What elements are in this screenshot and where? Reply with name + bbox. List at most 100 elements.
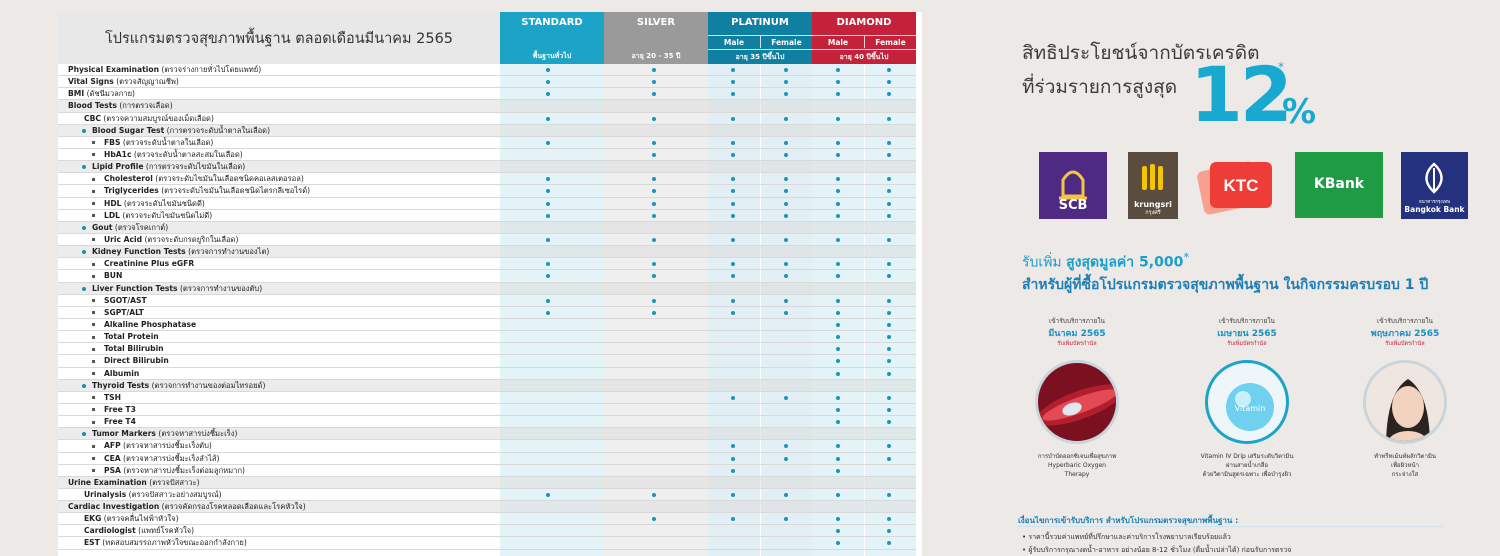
included-dot [887,407,891,412]
row-label: SGPT/ALT [104,307,144,318]
table-row: Gout (ตรวจโรคเกาต์) [58,221,916,234]
kbank-text: KBank [1313,176,1365,192]
included-dot [887,335,891,340]
month-pre: เข้ารับบริการภายใน [1219,317,1275,325]
month-pre: เข้ารับบริการภายใน [1049,317,1105,325]
included-dot [836,468,840,473]
table-row: FBS (ตรวจระดับน้ำตาลในเลือด) [58,137,916,149]
row-label-main: Gout [92,222,113,232]
included-dot [887,262,891,267]
row-label-main: CEA [104,453,121,463]
included-dot [546,92,550,97]
included-dot [887,492,891,497]
included-dot [836,92,840,97]
included-dot [887,274,891,279]
included-dot [784,213,788,218]
scb-logo: SCB [1039,152,1107,219]
row-label: Cholesterol (ตรวจระดับไขมันในเลือดชนิดคอ… [104,173,304,184]
included-dot [546,140,550,145]
included-dot [836,189,840,194]
oxygen-therapy-image [1035,360,1119,444]
sub-bullet-icon [92,372,95,376]
table-row: Kidney Function Tests (ตรวจการทำงานของไต… [58,246,916,259]
included-dot [784,298,788,303]
included-dot [652,298,656,303]
included-dot [652,116,656,121]
row-label-main: Cardiac Investigation [68,502,160,512]
month-name: เมษายน 2565 [1217,329,1277,339]
included-dot [887,152,891,157]
row-label: BMI (ดัชนีมวลกาย) [68,88,135,99]
included-dot [652,492,656,497]
bonus-line-1: รับเพิ่ม สูงสุดมูลค่า 5,000* [1022,250,1189,274]
included-dot [546,80,550,85]
table-row: Total Bilirubin [58,343,916,356]
included-dot [836,517,840,522]
included-dot [784,92,788,97]
included-dot [784,274,788,279]
table-row: Cardiologist (แพทย์โรคหัวใจ) [58,525,916,538]
included-dot [887,322,891,327]
row-label-thai: (ตรวจการทำงานของตับ) [177,283,263,293]
included-dot [731,80,735,85]
krungsri-logo: krungsri กรุงศรี [1128,152,1178,219]
row-label-main: Cardiologist [84,526,136,536]
included-dot [836,177,840,182]
diamond-name: DIAMOND [836,17,892,28]
included-dot [731,213,735,218]
bullet-icon [82,225,86,230]
platinum-divider [760,64,761,556]
row-label-main: Total Bilirubin [104,344,164,354]
sub-bullet-icon [92,214,95,218]
standard-sub: พื้นฐานทั่วไป [532,52,572,60]
row-label: Cardiac Investigation (ตรวจคัดกรองโรคหลอ… [68,501,306,512]
bonus-asterisk: * [1183,250,1190,264]
included-dot [887,347,891,352]
row-label-thai: (ดัชนีมวลกาย) [84,89,136,99]
promo-line-1: สิทธิประโยชน์จากบัตรเครดิต [1022,42,1260,64]
included-dot [836,310,840,315]
ktc-cards-icon: KTC [1197,161,1272,215]
row-label-main: CBC [84,113,101,123]
row-label-main: SGPT/ALT [104,307,144,317]
row-label-thai: (ตรวจคลื่นไฟฟ้าหัวใจ) [101,514,179,524]
row-label: Lipid Profile (การตรวจระดับไขมันในเลือด) [92,161,245,172]
sub-bullet-icon [92,323,95,327]
included-dot [836,492,840,497]
vitamin-drip-image: Vitamin [1205,360,1289,444]
included-dot [784,444,788,449]
table-row: Physical Examination (ตรวจร่างกายทั่วไปโ… [58,64,916,77]
platinum-sub: อายุ 35 ปีขึ้นไป [708,49,812,64]
row-label: CEA (ตรวจหาสารบ่งชี้มะเร็งลำไส้) [104,453,219,464]
condition-item: • ผู้รับบริการกรุณางดน้ำ-อาหาร อย่างน้อย… [1022,546,1292,554]
row-label-main: Lipid Profile [92,162,144,172]
table-row: HDL (ตรวจระดับไขมันชนิดดี) [58,198,916,210]
row-label-thai: (ตรวจระดับกรดยูริกในเลือด) [142,234,239,244]
row-label-main: Uric Acid [104,234,143,244]
included-dot [784,262,788,267]
row-label-thai: (ตรวจการทำงานของไต) [185,247,270,257]
included-dot [836,420,840,425]
facial-treatment-image [1363,360,1447,444]
included-dot [731,152,735,157]
blood-vessel-icon [1038,384,1116,426]
included-dot [731,298,735,303]
row-label: Albumin [104,368,139,379]
sub-bullet-icon [92,262,95,266]
promo-percent: % [1282,92,1317,132]
conditions-divider [1018,526,1444,527]
row-label: Alkaline Phosphatase [104,319,196,330]
sub-bullet-icon [92,177,95,181]
row-label-thai: (ตรวจการทำงานของต่อมไทรอยด์) [149,380,266,390]
row-label-thai: (ทดสอบสมรรถภาพหัวใจขณะออกกำลังกาย) [99,538,247,548]
sub-bullet-icon [92,189,95,193]
included-dot [836,298,840,303]
sub-bullet-icon [92,238,95,242]
kbank-logo: KBank [1295,152,1383,218]
row-label-thai: (ตรวจระดับไขมันในเลือดชนิดคอเลสเตอรอล) [152,174,304,184]
included-dot [652,201,656,206]
included-dot [652,92,656,97]
month-note: รับเพิ่มบัตรกำนัล [1057,341,1097,347]
included-dot [887,189,891,194]
ktc-logo: KTC [1192,152,1284,219]
